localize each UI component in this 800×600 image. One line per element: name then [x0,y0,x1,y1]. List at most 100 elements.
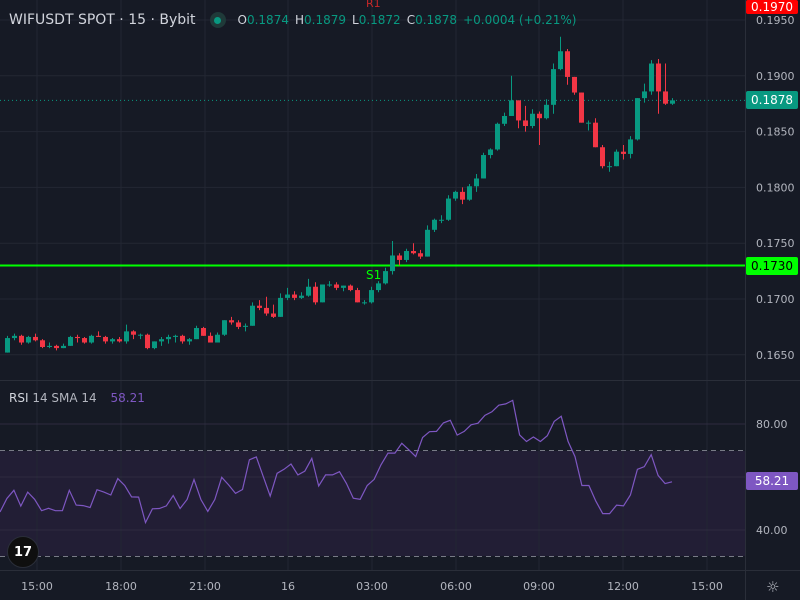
time-tick-label: 03:00 [356,580,388,593]
candle-down [621,151,626,154]
candle-up [341,285,346,288]
candle-up [586,122,591,124]
candle-up [544,104,549,119]
price-tick-label: 0.1850 [756,126,795,139]
tradingview-logo[interactable]: 17 [7,536,39,568]
candle-up [558,51,563,70]
candle-up [425,229,430,257]
candle-down [460,191,465,200]
candle-down [523,120,528,127]
candle-up [187,339,192,342]
resistance-price-label: 0.1970 [746,0,798,14]
market-status-icon[interactable] [209,12,226,28]
symbol-title[interactable]: WIFUSDT SPOT · 15 · Bybit [9,12,196,28]
candle-up [439,219,444,221]
candle-up [481,155,486,179]
candle-up [68,336,73,346]
open-label: O [237,13,247,27]
candle-down [516,100,521,121]
candle-down [40,340,45,347]
time-tick-label: 21:00 [189,580,221,593]
candle-up [173,335,178,337]
candle-up [628,139,633,154]
time-tick-label: 15:00 [691,580,723,593]
rsi-tick-label: 40.00 [756,524,788,537]
low-value: 0.1872 [358,13,401,27]
candle-up [138,334,143,336]
time-tick-label: 12:00 [607,580,639,593]
candle-up [299,295,304,298]
candle-down [418,253,423,257]
candle-down [593,122,598,148]
candle-up [110,339,115,342]
candle-up [509,100,514,116]
time-tick-label: 06:00 [440,580,472,593]
candle-down [565,51,570,77]
candle-up [453,191,458,199]
candle-up [12,335,17,339]
candle-down [355,290,360,303]
candle-up [551,69,556,105]
candle-down [33,336,38,341]
candle-up [502,115,507,124]
candle-down [75,336,80,339]
candle-down [292,294,297,298]
price-tick-label: 0.1700 [756,293,795,306]
candle-down [54,345,59,349]
price-tick-label: 0.1800 [756,181,795,194]
candle-down [117,339,122,342]
r1-marker: R1 [366,0,381,10]
candle-up [404,251,409,260]
time-tick-label: 16 [281,580,295,593]
candle-down [579,92,584,123]
candle-down [257,305,262,308]
candle-up [285,294,290,298]
candle-down [663,91,668,104]
rsi-name: RSI [9,391,29,405]
candle-down [313,286,318,303]
candle-up [306,286,311,296]
rsi-params: 14 SMA 14 [32,391,97,405]
settings-sun-icon[interactable]: ☼ [766,578,780,596]
price-tick-label: 0.1650 [756,349,795,362]
close-value: 0.1878 [415,13,458,27]
time-tick-label: 09:00 [523,580,555,593]
candle-up [5,338,10,353]
low-label: L [352,13,359,27]
price-tick-label: 0.1900 [756,70,795,83]
rsi-value-label: 58.21 [746,472,798,490]
candle-down [201,328,206,336]
candle-up [369,290,374,303]
candle-down [96,335,101,337]
rsi-line [0,399,673,525]
candle-down [411,251,416,254]
candle-up [446,198,451,220]
candle-up [649,63,654,92]
candle-up [159,339,164,342]
high-value: 0.1879 [304,13,346,27]
candle-up [250,305,255,326]
rsi-legend[interactable]: RSI 14 SMA 14 58.21 [9,391,145,405]
candle-up [376,283,381,291]
price-tick-label: 0.1950 [756,14,795,27]
candle-down [264,307,269,314]
candle-down [145,334,150,349]
candle-down [334,284,339,288]
candle-up [61,345,66,349]
candle-up [474,178,479,187]
close-label: C [406,13,416,27]
level-price-label: 0.1730 [746,257,798,275]
candle-up [222,320,227,335]
candle-up [166,336,171,340]
candle-down [271,313,276,317]
candle-up [390,255,395,272]
candle-up [278,297,283,317]
time-tick-label: 15:00 [21,580,53,593]
candle-up [194,328,199,340]
price-tick-label: 0.1750 [756,237,795,250]
candle-up [89,335,94,343]
candle-down [600,147,605,167]
candle-up [215,334,220,343]
candle-down [82,338,87,343]
